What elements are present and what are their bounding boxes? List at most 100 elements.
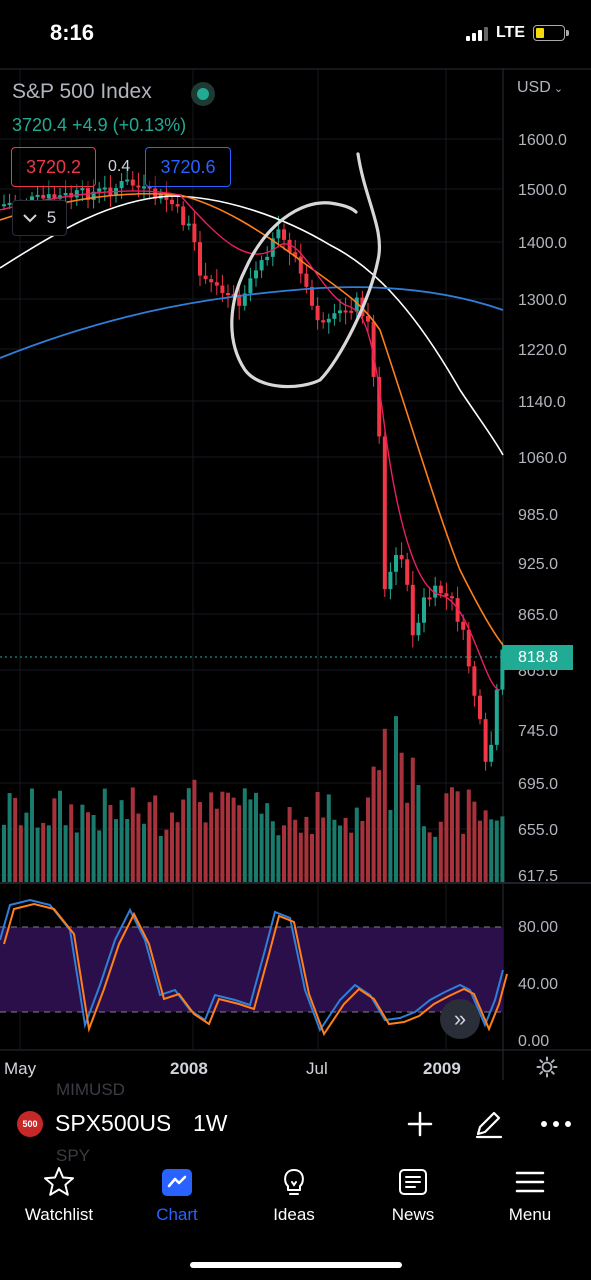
ma-fast-line xyxy=(0,190,501,691)
symbol-title: S&P 500 Index xyxy=(12,80,152,103)
candle-body xyxy=(7,202,12,205)
nav-label: Watchlist xyxy=(24,1205,94,1224)
hand-drawn-annotation xyxy=(230,152,381,389)
candle-body xyxy=(74,190,79,198)
volume-bar xyxy=(35,827,40,882)
volume-bar xyxy=(125,819,130,882)
indicators-toggle[interactable]: 5 xyxy=(12,200,67,236)
volume-bar xyxy=(410,757,415,882)
price-axis-label: 617.5 xyxy=(518,868,558,885)
home-indicator xyxy=(190,1262,402,1268)
settings-icon[interactable] xyxy=(536,1056,558,1078)
sell-button[interactable]: 3720.2 xyxy=(11,147,96,187)
plus-icon xyxy=(407,1111,433,1137)
volume-bar xyxy=(461,833,466,882)
candle-body xyxy=(186,223,191,226)
candle-body xyxy=(416,622,421,636)
candle-body xyxy=(147,186,152,189)
candle-body xyxy=(377,376,382,437)
candle-body xyxy=(438,585,443,594)
more-options-button[interactable] xyxy=(538,1106,574,1142)
symbol-selector[interactable]: SPX500USD xyxy=(55,1110,170,1136)
candle-body xyxy=(343,310,348,313)
volume-bar xyxy=(265,803,270,882)
candle-body xyxy=(483,719,488,762)
volume-bar xyxy=(360,820,365,882)
volume-bar xyxy=(30,788,34,882)
candle-body xyxy=(175,204,180,207)
price-chart[interactable]: 1600.0 1500.0 1400.0 1300.0 1220.0 1140.0 1060… xyxy=(0,68,591,1080)
currency-label: USD xyxy=(517,79,551,96)
nav-label: Ideas xyxy=(273,1205,315,1224)
buy-button[interactable]: 3720.6 xyxy=(145,147,231,187)
candle-body xyxy=(170,199,174,205)
candle-body xyxy=(181,206,186,226)
price-axis-label: 1220.0 xyxy=(518,342,567,359)
candle-body xyxy=(466,629,471,667)
currency-selector[interactable]: USD ⌄ xyxy=(517,79,563,97)
nav-menu[interactable]: Menu xyxy=(485,1165,575,1225)
status-time: 8:16 xyxy=(50,20,95,45)
volume-bar xyxy=(416,785,421,882)
time-axis-label: 2009 xyxy=(423,1059,461,1078)
volume-bar xyxy=(18,825,23,882)
volume-bar xyxy=(80,804,85,882)
price-axis-label: 925.0 xyxy=(518,556,558,573)
volume-bar xyxy=(304,816,309,882)
volume-bar xyxy=(52,798,57,882)
scroll-to-realtime-button[interactable]: » xyxy=(440,999,480,1039)
price-axis-label: 1600.0 xyxy=(518,132,567,149)
volume-bar xyxy=(433,836,438,882)
nav-news[interactable]: News xyxy=(368,1165,458,1225)
candle-body xyxy=(433,585,438,598)
add-button[interactable] xyxy=(402,1106,438,1142)
candle-body xyxy=(354,297,359,312)
nav-watchlist[interactable]: Watchlist xyxy=(14,1165,104,1225)
pen-icon xyxy=(475,1111,503,1139)
price-axis-label: 1400.0 xyxy=(518,235,567,252)
candle-body xyxy=(394,554,398,572)
volume-bar xyxy=(158,835,163,882)
nav-chart[interactable]: Chart xyxy=(132,1165,222,1225)
candle-body xyxy=(102,187,107,190)
candle-body xyxy=(254,270,258,279)
volume-bar xyxy=(108,804,113,882)
candle-body xyxy=(444,593,449,597)
volume-bar xyxy=(248,799,253,882)
volume-bar xyxy=(310,833,314,882)
candle-body xyxy=(119,181,124,189)
interval-selector[interactable]: 1W xyxy=(193,1110,228,1136)
candle-body xyxy=(326,318,331,323)
candle-body xyxy=(461,621,466,630)
candle-body xyxy=(422,597,426,623)
volume-bar xyxy=(142,823,146,882)
candle-body xyxy=(427,597,432,600)
candle-body xyxy=(142,186,146,189)
candle-body xyxy=(226,292,230,295)
candle-body xyxy=(158,193,163,199)
volume-bar xyxy=(175,822,180,882)
volume-bar xyxy=(354,807,359,882)
time-axis-label: Jul xyxy=(306,1059,328,1078)
battery-icon xyxy=(533,25,569,41)
volume-bar xyxy=(136,813,141,882)
volume-bar xyxy=(388,809,393,882)
price-axis-label: 745.0 xyxy=(518,723,558,740)
candle-body xyxy=(494,689,499,745)
nav-label: Chart xyxy=(156,1205,198,1224)
candle-body xyxy=(97,188,102,192)
volume-bar xyxy=(287,807,292,882)
price-axis-label: 1060.0 xyxy=(518,450,567,467)
volume-bar xyxy=(86,812,90,882)
candle-body xyxy=(248,278,253,294)
nav-ideas[interactable]: Ideas xyxy=(249,1165,339,1225)
candle-body xyxy=(231,294,236,297)
volume-bar xyxy=(186,788,191,882)
volume-bar xyxy=(366,797,370,882)
volume-bar xyxy=(192,779,197,882)
volume-bar xyxy=(321,817,326,882)
volume-bar xyxy=(7,793,12,882)
volume-bar xyxy=(220,791,225,882)
drawing-tools-button[interactable] xyxy=(470,1106,506,1142)
volume-bar xyxy=(254,792,258,882)
